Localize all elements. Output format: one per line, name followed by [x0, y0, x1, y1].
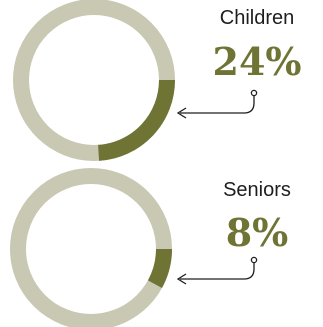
children-label: Children	[220, 7, 294, 29]
seniors-label: Seniors	[223, 179, 291, 201]
children-chart: Children 24%	[13, 0, 302, 161]
children-callout-dot	[250, 89, 258, 97]
seniors-ring-slice	[147, 248, 172, 289]
children-ring-slice	[97, 79, 175, 161]
seniors-callout-dot	[250, 256, 258, 264]
seniors-percent: 8%	[226, 210, 289, 255]
children-arrowhead	[176, 107, 187, 119]
seniors-chart: Seniors 8%	[10, 168, 291, 327]
seniors-ring-track	[10, 168, 172, 327]
children-percent: 24%	[213, 39, 302, 84]
seniors-arrowhead	[176, 273, 187, 285]
children-callout-arrow	[180, 95, 255, 114]
seniors-callout-arrow	[180, 262, 255, 280]
